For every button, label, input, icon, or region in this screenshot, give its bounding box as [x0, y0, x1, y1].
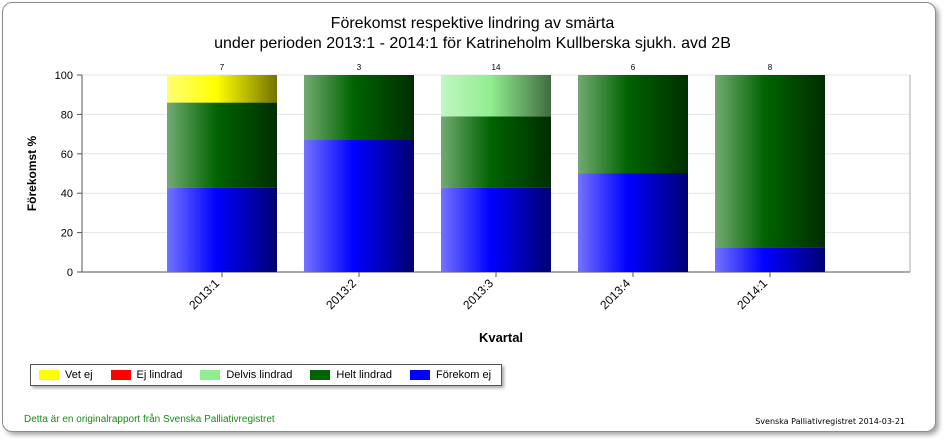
- legend-label: Delvis lindrad: [226, 369, 293, 381]
- chart-title-line2: under perioden 2013:1 - 2014:1 för Katri…: [214, 35, 731, 52]
- bar-segment: [441, 187, 551, 272]
- y-tick-label: 40: [61, 188, 73, 200]
- legend-item: Förekom ej: [410, 369, 491, 381]
- legend-label: Vet ej: [65, 369, 93, 381]
- x-axis-title: Kvartal: [479, 330, 523, 345]
- x-tick-label: 2013:1: [186, 276, 222, 312]
- bar-count-label: 3: [357, 63, 362, 72]
- bar-segment: [167, 187, 277, 272]
- bar-segment: [441, 116, 551, 188]
- bar-segment: [441, 75, 551, 117]
- y-tick-label: 80: [61, 109, 73, 121]
- legend-swatch: [410, 370, 430, 380]
- y-axis-title: Förekomst %: [25, 135, 39, 211]
- legend-swatch: [200, 370, 221, 380]
- legend-item: Ej lindrad: [110, 369, 183, 381]
- x-tick-label: 2013:2: [323, 276, 359, 312]
- legend-swatch: [310, 370, 331, 380]
- legend-item: Delvis lindrad: [200, 369, 292, 381]
- y-tick-label: 20: [61, 228, 73, 240]
- x-tick-label: 2013:4: [597, 276, 633, 312]
- bar-count-label: 8: [768, 63, 773, 72]
- legend-item: Helt lindrad: [310, 369, 392, 381]
- legend-label: Ej lindrad: [136, 369, 183, 381]
- bar-segment: [715, 247, 825, 272]
- legend-label: Förekom ej: [436, 369, 492, 381]
- x-tick-label: 2013:3: [460, 276, 496, 312]
- y-tick-label: 100: [55, 70, 73, 82]
- legend-swatch: [39, 370, 59, 380]
- chart-legend: Vet ej Ej lindrad Delvis lindrad Helt lindr…: [30, 364, 502, 386]
- bar-count-label: 7: [220, 63, 225, 72]
- y-tick-label: 60: [61, 149, 73, 161]
- bar-segment: [578, 173, 688, 272]
- bar-count-label: 14: [492, 63, 501, 72]
- x-tick-label: 2014:1: [734, 276, 770, 312]
- bar-segment: [167, 102, 277, 188]
- bar-segment: [715, 75, 825, 248]
- chart-title-line1: Förekomst respektive lindring av smärta: [330, 15, 615, 32]
- footer-source: Svenska Palliativregistret 2014-03-21: [755, 417, 905, 426]
- y-tick-label: 0: [67, 267, 73, 279]
- bar-segment: [304, 75, 414, 141]
- legend-label: Helt lindrad: [336, 369, 393, 381]
- legend-item: Vet ej: [39, 369, 93, 381]
- bar-segment: [167, 75, 277, 103]
- bar-segment: [578, 75, 688, 174]
- bar-count-label: 6: [631, 63, 636, 72]
- bar-segment: [304, 140, 414, 272]
- footer-note: Detta är en originalrapport från Svenska…: [24, 414, 275, 425]
- legend-swatch: [110, 370, 131, 380]
